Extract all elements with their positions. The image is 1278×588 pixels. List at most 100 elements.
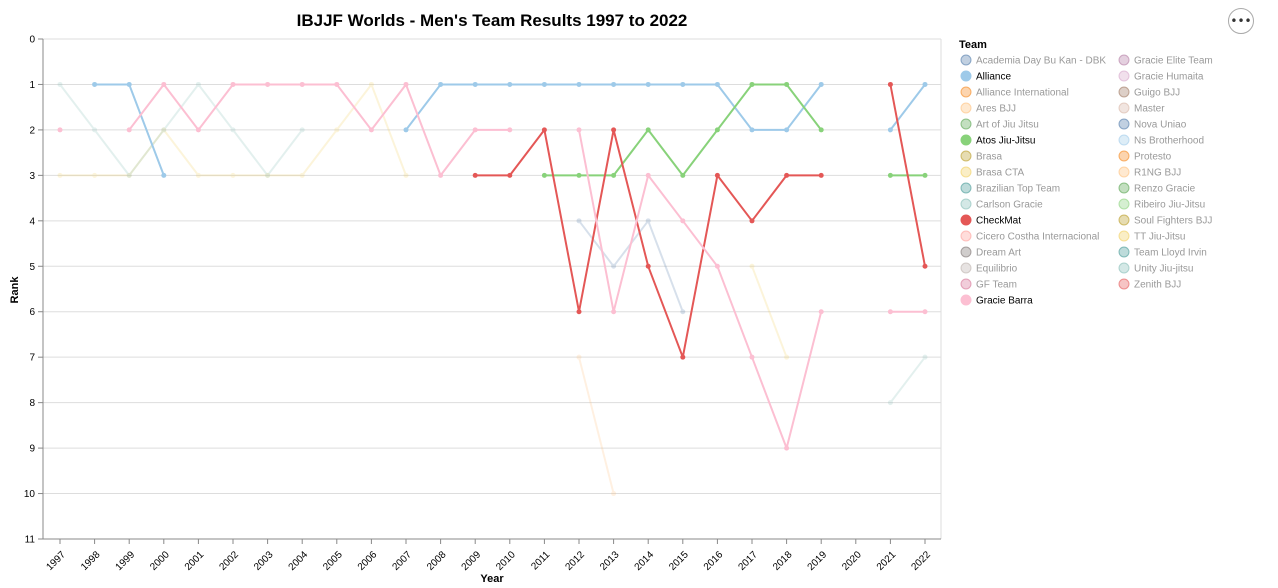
legend-item-atos-jiu-jitsu[interactable]: Atos Jiu-Jitsu [960, 134, 1035, 147]
point-checkmat-2018[interactable] [784, 172, 790, 178]
point-gracie-barra-2015[interactable] [680, 218, 686, 224]
point-atos-jiu-jitsu-2021[interactable] [887, 172, 893, 178]
point-nova-uniao-2012[interactable] [576, 218, 582, 224]
legend-item-alliance-international[interactable]: Alliance International [960, 86, 1069, 99]
point-checkmat-2017[interactable] [749, 218, 755, 224]
point-unity-jiu-jitsu-2022[interactable] [922, 354, 928, 360]
point-brasa-cta-2003[interactable] [265, 172, 271, 178]
point-atos-jiu-jitsu-2012[interactable] [576, 172, 582, 178]
point-carlson-gracie-2004[interactable] [299, 127, 305, 133]
point-checkmat-2012[interactable] [576, 309, 582, 315]
point-gracie-barra-2006[interactable] [368, 127, 374, 133]
point-tt-jiu-jitsu-2018[interactable] [784, 354, 790, 360]
point-tt-jiu-jitsu-2017[interactable] [749, 263, 755, 269]
point-carlson-gracie-2002[interactable] [230, 127, 236, 133]
legend-item-renzo-gracie[interactable]: Renzo Gracie [1118, 182, 1196, 195]
point-brasa-cta-2007[interactable] [403, 172, 409, 178]
point-brasa-cta-1999[interactable] [126, 172, 132, 178]
point-checkmat-2015[interactable] [680, 354, 686, 360]
point-alliance-2008[interactable] [438, 81, 444, 87]
point-nova-uniao-2013[interactable] [611, 263, 617, 269]
point-carlson-gracie-1998[interactable] [92, 127, 98, 133]
point-carlson-gracie-2000[interactable] [161, 127, 167, 133]
point-atos-jiu-jitsu-2022[interactable] [922, 172, 928, 178]
legend-item-nova-uniao[interactable]: Nova Uniao [1118, 118, 1187, 131]
legend-item-tt-jiu-jitsu[interactable]: TT Jiu-Jitsu [1118, 230, 1186, 243]
point-carlson-gracie-2003[interactable] [265, 172, 271, 178]
point-gracie-barra-2017[interactable] [749, 354, 755, 360]
legend-item-academia-day-bu-kan-dbk[interactable]: Academia Day Bu Kan - DBK [960, 54, 1106, 67]
legend-item-art-of-jiu-jitsu[interactable]: Art of Jiu Jitsu [960, 118, 1039, 131]
legend-item-brazilian-top-team[interactable]: Brazilian Top Team [960, 182, 1060, 195]
legend-item-zenith-bjj[interactable]: Zenith BJJ [1118, 278, 1181, 291]
point-carlson-gracie-1999[interactable] [126, 172, 132, 178]
legend-item-equilibrio[interactable]: Equilibrio [960, 262, 1018, 275]
point-atos-jiu-jitsu-2015[interactable] [680, 172, 686, 178]
point-gracie-barra-2022[interactable] [922, 309, 928, 315]
legend-item-alliance[interactable]: Alliance [960, 70, 1011, 83]
point-alliance-2014[interactable] [645, 81, 651, 87]
legend-item-dream-art[interactable]: Dream Art [960, 246, 1021, 259]
point-atos-jiu-jitsu-2019[interactable] [818, 127, 824, 133]
point-atos-jiu-jitsu-2018[interactable] [784, 81, 790, 87]
more-options-button[interactable]: ••• [1228, 8, 1254, 34]
point-alliance-2010[interactable] [507, 81, 513, 87]
point-checkmat-2021[interactable] [887, 81, 893, 87]
point-ares-bjj-2013[interactable] [611, 491, 617, 497]
legend-item-brasa-cta[interactable]: Brasa CTA [960, 166, 1024, 179]
point-atos-jiu-jitsu-2013[interactable] [611, 172, 617, 178]
legend-item-checkmat[interactable]: CheckMat [960, 214, 1021, 227]
legend-item-gracie-barra[interactable]: Gracie Barra [960, 294, 1033, 307]
legend-item-gf-team[interactable]: GF Team [960, 278, 1017, 291]
legend-item-ares-bjj[interactable]: Ares BJJ [960, 102, 1016, 115]
point-gracie-barra-2008[interactable] [438, 172, 444, 178]
point-gracie-barra-2003[interactable] [265, 81, 271, 87]
point-atos-jiu-jitsu-2011[interactable] [541, 172, 547, 178]
point-alliance-2011[interactable] [541, 81, 547, 87]
point-alliance-2019[interactable] [818, 81, 824, 87]
point-alliance-1998[interactable] [92, 81, 98, 87]
point-brasa-cta-2002[interactable] [230, 172, 236, 178]
point-gracie-barra-2019[interactable] [818, 309, 824, 315]
point-checkmat-2010[interactable] [507, 172, 513, 178]
point-brasa-cta-2000[interactable] [161, 127, 167, 133]
legend-item-ribeiro-jiu-jitsu[interactable]: Ribeiro Jiu-Jitsu [1118, 198, 1205, 211]
point-unity-jiu-jitsu-2021[interactable] [887, 400, 893, 406]
point-checkmat-2013[interactable] [611, 127, 617, 133]
point-gracie-barra-2016[interactable] [714, 263, 720, 269]
point-alliance-2016[interactable] [714, 81, 720, 87]
point-gracie-barra-2018[interactable] [784, 445, 790, 451]
point-ares-bjj-2012[interactable] [576, 354, 582, 360]
point-brasa-cta-2006[interactable] [368, 81, 374, 87]
point-gracie-barra-2007[interactable] [403, 81, 409, 87]
point-alliance-2009[interactable] [472, 81, 478, 87]
point-gracie-barra-2001[interactable] [195, 127, 201, 133]
point-brasa-cta-2001[interactable] [195, 172, 201, 178]
point-gracie-barra-2005[interactable] [334, 81, 340, 87]
point-alliance-1999[interactable] [126, 81, 132, 87]
point-alliance-2022[interactable] [922, 81, 928, 87]
point-alliance-2000[interactable] [161, 172, 167, 178]
point-checkmat-2011[interactable] [541, 127, 547, 133]
legend-item-protesto[interactable]: Protesto [1118, 150, 1172, 163]
legend-item-gracie-elite-team[interactable]: Gracie Elite Team [1118, 54, 1213, 67]
point-gracie-barra-2000[interactable] [161, 81, 167, 87]
point-gracie-barra-2009[interactable] [472, 127, 478, 133]
point-brasa-cta-2005[interactable] [334, 127, 340, 133]
point-alliance-2012[interactable] [576, 81, 582, 87]
point-gracie-barra-2021[interactable] [887, 309, 893, 315]
legend-item-brasa[interactable]: Brasa [960, 150, 1003, 163]
point-checkmat-2016[interactable] [714, 172, 720, 178]
point-alliance-2013[interactable] [611, 81, 617, 87]
point-alliance-2007[interactable] [403, 127, 409, 133]
point-brasa-cta-1997[interactable] [57, 172, 63, 178]
point-brasa-cta-1998[interactable] [92, 172, 98, 178]
point-gracie-barra-1997[interactable] [57, 127, 63, 133]
point-gracie-barra-2004[interactable] [299, 81, 305, 87]
point-gracie-barra-2012[interactable] [576, 127, 582, 133]
point-gracie-barra-2010[interactable] [507, 127, 513, 133]
point-gracie-barra-2002[interactable] [230, 81, 236, 87]
legend-item-ns-brotherhood[interactable]: Ns Brotherhood [1118, 134, 1204, 147]
point-alliance-2017[interactable] [749, 127, 755, 133]
legend-item-team-lloyd-irvin[interactable]: Team Lloyd Irvin [1118, 246, 1207, 259]
